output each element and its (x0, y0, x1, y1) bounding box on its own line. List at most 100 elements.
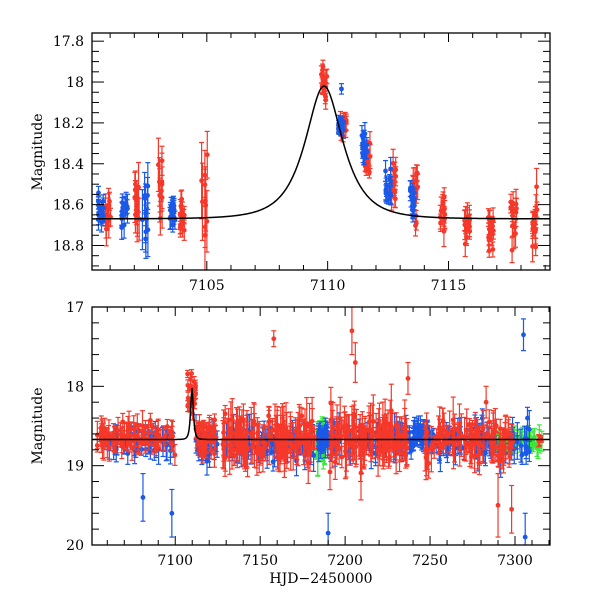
marker (367, 154, 373, 159)
marker (146, 441, 152, 447)
marker (146, 430, 152, 436)
bottom-panel-points (94, 307, 545, 545)
red-data-point (213, 424, 219, 450)
marker (192, 386, 198, 392)
red-data-point (185, 379, 191, 392)
blue-data-point (323, 417, 329, 443)
red-data-point (198, 422, 204, 432)
marker (526, 426, 532, 432)
marker (513, 201, 519, 207)
marker (322, 442, 328, 448)
marker (115, 428, 121, 433)
red-data-point (132, 171, 138, 224)
blue-data-point (325, 512, 331, 545)
marker (521, 332, 526, 338)
red-data-point (134, 188, 140, 243)
marker (462, 222, 468, 228)
marker (195, 428, 201, 433)
y-tick-label: 18.2 (53, 116, 84, 132)
blue-data-point (522, 512, 528, 545)
marker (99, 439, 105, 445)
marker (141, 434, 147, 440)
marker (125, 206, 130, 212)
red-data-point (172, 443, 178, 466)
marker (526, 449, 532, 454)
marker (270, 440, 276, 446)
red-data-point (185, 400, 191, 413)
marker (208, 447, 214, 453)
marker (197, 442, 203, 447)
marker (489, 225, 495, 230)
marker (411, 203, 417, 209)
marker (510, 213, 516, 219)
marker (518, 443, 524, 449)
marker (204, 152, 210, 158)
top-panel-x-tick-labels: 7105 7110 7115 (189, 278, 466, 294)
marker (199, 424, 204, 430)
marker (94, 432, 100, 438)
marker (121, 222, 127, 228)
y-tick-label: 18 (66, 75, 84, 91)
marker (320, 64, 326, 70)
marker (324, 74, 330, 79)
marker (167, 429, 173, 435)
red-data-point (462, 209, 468, 241)
marker (441, 207, 447, 213)
red-data-point (124, 422, 130, 451)
marker (201, 433, 207, 439)
marker (417, 430, 423, 435)
marker (159, 181, 165, 187)
marker (339, 120, 344, 126)
marker (383, 168, 388, 174)
marker (169, 213, 175, 219)
marker (360, 135, 366, 141)
red-data-point (367, 144, 373, 170)
marker (143, 424, 148, 430)
marker (525, 415, 530, 421)
top-panel-points (95, 59, 540, 270)
marker (202, 182, 208, 188)
red-data-point (323, 90, 329, 110)
y-tick-label: 18.4 (53, 157, 84, 173)
x-tick-label: 7115 (431, 278, 467, 294)
blue-data-point (121, 211, 127, 239)
red-data-point (199, 141, 205, 220)
marker (169, 510, 175, 516)
red-data-point (167, 426, 173, 439)
marker (112, 436, 117, 442)
blue-data-point (520, 318, 526, 352)
marker (361, 153, 366, 159)
red-data-point (179, 201, 185, 226)
marker (145, 227, 151, 233)
marker (105, 206, 111, 212)
marker (126, 423, 132, 429)
red-data-point (320, 59, 326, 74)
marker (181, 227, 187, 233)
marker (139, 428, 145, 434)
marker (94, 443, 100, 448)
marker (364, 165, 370, 171)
marker (387, 176, 393, 182)
x-tick-label: 7110 (310, 278, 346, 294)
marker (414, 435, 419, 440)
red-data-point (489, 215, 495, 240)
marker (193, 391, 198, 397)
marker (317, 434, 323, 440)
marker (119, 441, 125, 446)
red-data-point (119, 427, 125, 460)
marker (534, 184, 539, 190)
marker (134, 213, 140, 218)
marker (188, 377, 193, 382)
blue-data-point (364, 137, 370, 154)
marker (410, 443, 416, 449)
marker (132, 194, 138, 200)
top-panel: 7105 7110 7115 17.8 18 18.2 18.4 18.6 18.8 Magn… (30, 32, 551, 294)
blue-data-point (140, 473, 146, 522)
marker (158, 437, 164, 443)
top-panel-y-tick-labels: 17.8 18 18.2 18.4 18.6 18.8 (53, 34, 84, 254)
marker (213, 434, 218, 440)
marker (392, 196, 398, 202)
blue-data-point (383, 159, 389, 182)
y-tick-label: 18.8 (53, 238, 84, 254)
